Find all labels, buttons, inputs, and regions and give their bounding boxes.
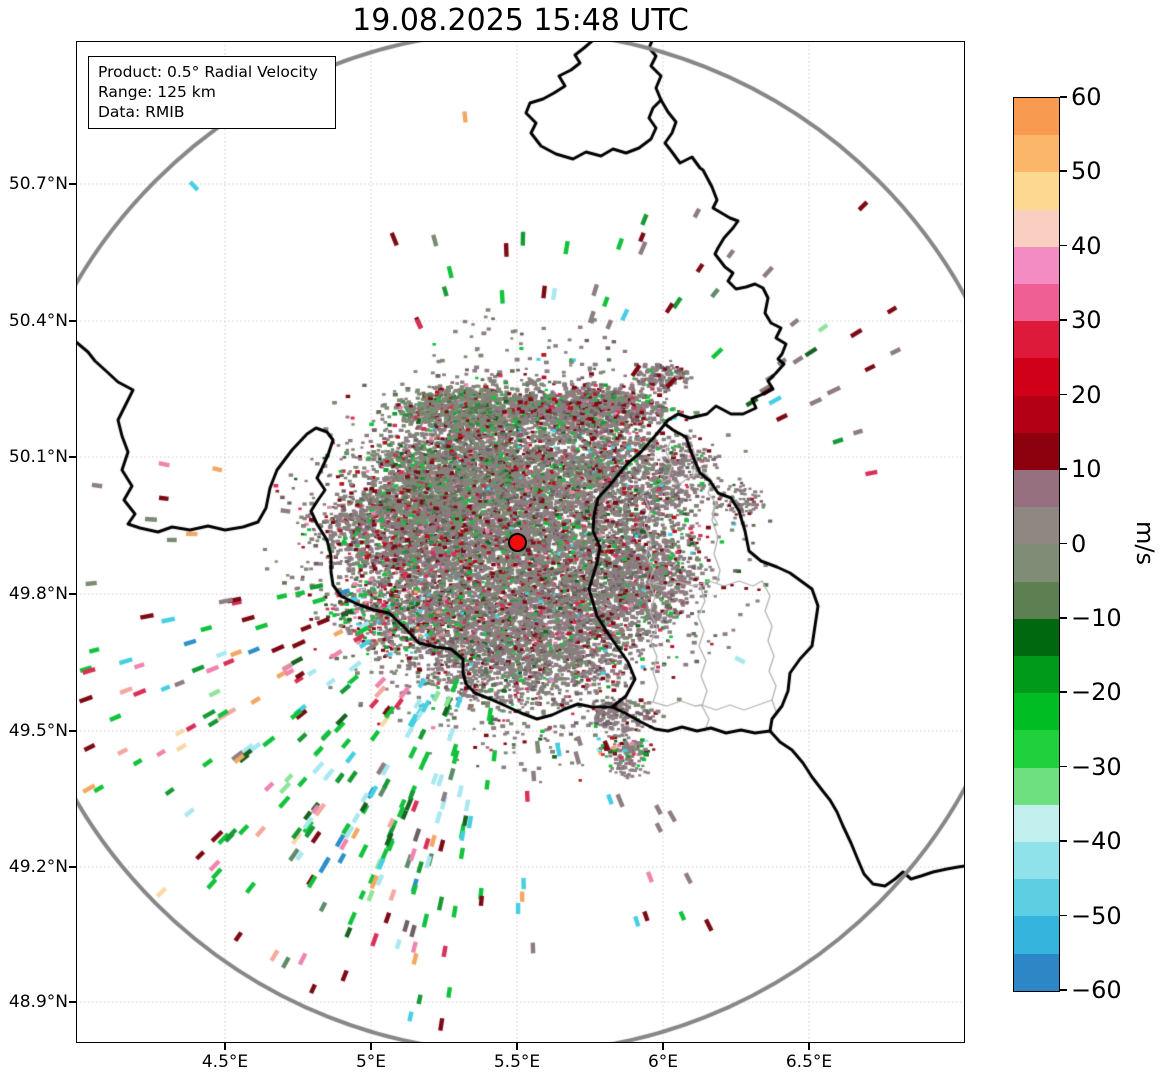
colorbar-tick-label: 40: [1071, 231, 1102, 260]
colorbar-segment: [1014, 730, 1059, 768]
colorbar-tick-mark: [1060, 840, 1067, 842]
colorbar-segment: [1014, 209, 1059, 247]
colorbar-segment: [1014, 916, 1059, 954]
colorbar-tick-mark: [1060, 468, 1067, 470]
x-tick-label: 5.5°E: [493, 1052, 541, 1072]
colorbar-segment: [1014, 767, 1059, 805]
colorbar-segment: [1014, 544, 1059, 582]
y-tick-mark: [69, 1001, 76, 1003]
colorbar-segment: [1014, 321, 1059, 359]
colorbar-segment: [1014, 432, 1059, 471]
x-tick-mark: [516, 1043, 518, 1050]
colorbar-tick-mark: [1060, 96, 1067, 98]
info-data-line: Data: RMIB: [98, 103, 185, 121]
colorbar-tick-label: 60: [1071, 83, 1102, 111]
colorbar-tick-mark: [1060, 616, 1067, 619]
product-info-box: Product: 0.5° Radial Velocity Range: 125…: [88, 56, 336, 129]
colorbar-segment: [1014, 656, 1059, 694]
y-tick-label: 49.5°N: [8, 721, 68, 741]
x-tick-mark: [662, 1043, 664, 1050]
colorbar-segment: [1014, 358, 1059, 396]
colorbar-tick-label: −40: [1071, 827, 1122, 856]
x-tick-label: 4.5°E: [201, 1052, 249, 1072]
colorbar-segment: [1014, 470, 1059, 508]
colorbar-tick-label: −30: [1071, 752, 1122, 781]
x-tick-mark: [370, 1043, 372, 1050]
colorbar-tick-mark: [1060, 542, 1067, 545]
x-tick-mark: [808, 1043, 810, 1050]
y-tick-mark: [69, 456, 76, 458]
colorbar-tick-mark: [1060, 691, 1067, 693]
x-tick-mark: [224, 1043, 226, 1050]
colorbar-segment: [1014, 693, 1059, 731]
radar-site-marker: [507, 532, 527, 552]
y-tick-mark: [69, 593, 76, 595]
colorbar-segment: [1014, 581, 1059, 619]
x-tick-label: 6.5°E: [785, 1052, 833, 1072]
colorbar-segment: [1014, 395, 1059, 433]
colorbar-segment: [1014, 879, 1059, 917]
y-tick-label: 50.7°N: [8, 174, 68, 194]
colorbar-unit-label: m/s: [1131, 521, 1159, 565]
y-tick-label: 49.2°N: [8, 857, 68, 877]
colorbar-segment: [1014, 284, 1059, 322]
y-tick-mark: [69, 183, 76, 185]
colorbar-tick-mark: [1060, 319, 1067, 321]
colorbar-tick-mark: [1060, 393, 1067, 396]
colorbar: [1013, 97, 1060, 992]
y-tick-mark: [69, 730, 76, 732]
colorbar-segment: [1014, 172, 1059, 210]
colorbar-segment: [1014, 135, 1059, 173]
y-tick-label: 50.1°N: [8, 447, 68, 467]
y-tick-label: 50.4°N: [8, 311, 68, 331]
y-tick-mark: [69, 866, 76, 868]
colorbar-segment: [1014, 953, 1059, 991]
x-tick-label: 5°E: [355, 1052, 387, 1072]
colorbar-segment: [1014, 842, 1059, 880]
colorbar-tick-label: −50: [1071, 901, 1122, 930]
colorbar-tick-mark: [1060, 170, 1067, 172]
x-tick-label: 6°E: [647, 1052, 679, 1072]
info-range-line: Range: 125 km: [98, 83, 216, 101]
info-product-line: Product: 0.5° Radial Velocity: [98, 63, 318, 81]
y-tick-label: 48.9°N: [8, 992, 68, 1012]
colorbar-tick-label: 10: [1071, 455, 1102, 484]
colorbar-segment: [1014, 618, 1059, 657]
colorbar-segment: [1014, 804, 1059, 843]
figure-title: 19.08.2025 15:48 UTC: [352, 3, 689, 38]
colorbar-tick-label: 30: [1071, 306, 1102, 335]
colorbar-tick-mark: [1060, 989, 1067, 991]
colorbar-tick-label: 0: [1071, 529, 1087, 558]
colorbar-tick-label: 50: [1071, 157, 1102, 186]
colorbar-tick-label: −10: [1071, 603, 1122, 632]
colorbar-tick-label: −20: [1071, 678, 1122, 707]
colorbar-segment: [1014, 98, 1059, 136]
colorbar-tick-mark: [1060, 914, 1067, 917]
colorbar-segment: [1014, 507, 1059, 545]
colorbar-tick-mark: [1060, 244, 1067, 247]
y-tick-mark: [69, 320, 76, 322]
colorbar-tick-label: −60: [1071, 976, 1122, 1004]
colorbar-segment: [1014, 246, 1059, 285]
colorbar-tick-mark: [1060, 765, 1067, 768]
colorbar-tick-label: 20: [1071, 380, 1102, 409]
y-tick-label: 49.8°N: [8, 584, 68, 604]
